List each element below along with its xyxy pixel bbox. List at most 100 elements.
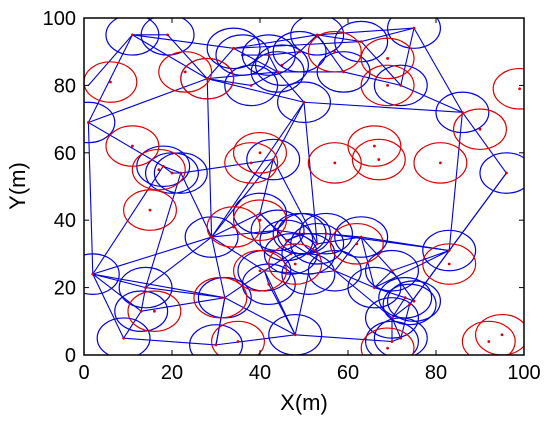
node-point — [144, 286, 148, 289]
link-line — [400, 84, 463, 113]
node-point — [91, 272, 95, 276]
coverage-circle — [334, 216, 389, 258]
plot-frame — [83, 17, 525, 356]
link-line — [206, 78, 213, 238]
link-line — [461, 112, 507, 174]
link-line — [343, 71, 401, 86]
coverage-circle — [479, 152, 524, 194]
link-line — [92, 165, 164, 275]
node-point — [373, 144, 376, 148]
coverage-circle — [307, 249, 362, 292]
node-point — [258, 151, 262, 155]
coverage-circle — [250, 209, 305, 252]
coverage-circle — [299, 212, 354, 255]
coverage-circle — [461, 320, 516, 355]
x-tick-label: 40 — [249, 362, 271, 384]
coverage-circle — [360, 37, 415, 80]
link-line — [259, 213, 287, 241]
node-point — [161, 164, 165, 168]
node-point — [403, 296, 407, 300]
coverage-circle — [373, 64, 428, 107]
coverage-circle — [347, 125, 402, 167]
coverage-circle — [387, 280, 442, 322]
node-point — [87, 121, 90, 124]
node-point — [447, 249, 451, 252]
node-point — [183, 70, 187, 74]
node-point — [302, 100, 306, 104]
node-point — [131, 144, 134, 148]
node-point — [386, 346, 389, 350]
link-line — [88, 78, 208, 123]
node-point — [412, 299, 416, 303]
node-point — [249, 84, 253, 87]
node-point — [166, 33, 170, 37]
coverage-circle — [351, 138, 406, 181]
link-line — [325, 233, 362, 238]
node-point — [214, 343, 218, 347]
link-line — [295, 334, 393, 343]
link-line — [413, 27, 463, 113]
coverage-circle — [184, 216, 239, 258]
coverage-circle — [307, 142, 362, 184]
link-line — [303, 102, 318, 244]
link-line — [224, 297, 296, 336]
link-line — [88, 121, 164, 167]
node-point — [487, 340, 491, 343]
node-point — [223, 296, 227, 300]
link-line — [145, 236, 212, 289]
x-tick-label: 20 — [161, 362, 183, 384]
link-line — [277, 229, 300, 235]
node-point — [315, 242, 319, 246]
coverage-circle — [122, 189, 177, 231]
node-point — [293, 262, 297, 266]
link-line — [123, 337, 217, 346]
coverage-circle — [246, 138, 301, 181]
link-line — [374, 250, 450, 289]
node-point — [359, 235, 363, 239]
coverage-circle — [360, 327, 415, 355]
node-point — [324, 232, 328, 236]
y-tick-label: 60 — [54, 143, 76, 165]
link-line — [145, 172, 182, 288]
coverage-circle — [492, 67, 524, 110]
coverage-circle — [158, 51, 213, 93]
x-axis-title: X(m) — [280, 390, 328, 415]
link-line — [215, 334, 296, 346]
link-line — [207, 78, 305, 103]
node-point — [170, 171, 174, 175]
link-line — [361, 27, 415, 43]
link-line — [180, 172, 213, 238]
link-line — [448, 112, 463, 251]
x-tick-label: 0 — [78, 362, 89, 384]
link-line — [281, 51, 300, 66]
link-line — [207, 78, 252, 86]
link-line — [317, 236, 362, 245]
coverage-circle — [233, 192, 288, 235]
link-line — [92, 273, 125, 339]
coverage-circle — [263, 233, 318, 275]
node-point — [263, 269, 266, 273]
coverage-circle — [206, 27, 261, 70]
node-point — [478, 127, 482, 131]
link-line — [132, 34, 208, 80]
link-line — [286, 239, 309, 255]
coverage-circle — [84, 101, 116, 144]
link-line — [400, 304, 411, 339]
coverage-circle — [255, 44, 310, 86]
node-point — [153, 309, 156, 313]
node-point — [258, 218, 262, 222]
coverage-circle — [435, 91, 490, 134]
node-point — [276, 70, 279, 74]
node-point — [386, 84, 389, 87]
node-point — [500, 333, 504, 337]
node-point — [355, 242, 359, 246]
coverage-circle — [118, 266, 173, 309]
link-line — [317, 34, 362, 43]
link-line — [92, 236, 212, 275]
link-line — [215, 297, 226, 345]
coverage-circle — [365, 249, 420, 292]
coverage-circle — [153, 152, 208, 194]
coverage-circle — [422, 243, 477, 285]
node-point — [399, 84, 403, 87]
link-line — [391, 337, 401, 343]
